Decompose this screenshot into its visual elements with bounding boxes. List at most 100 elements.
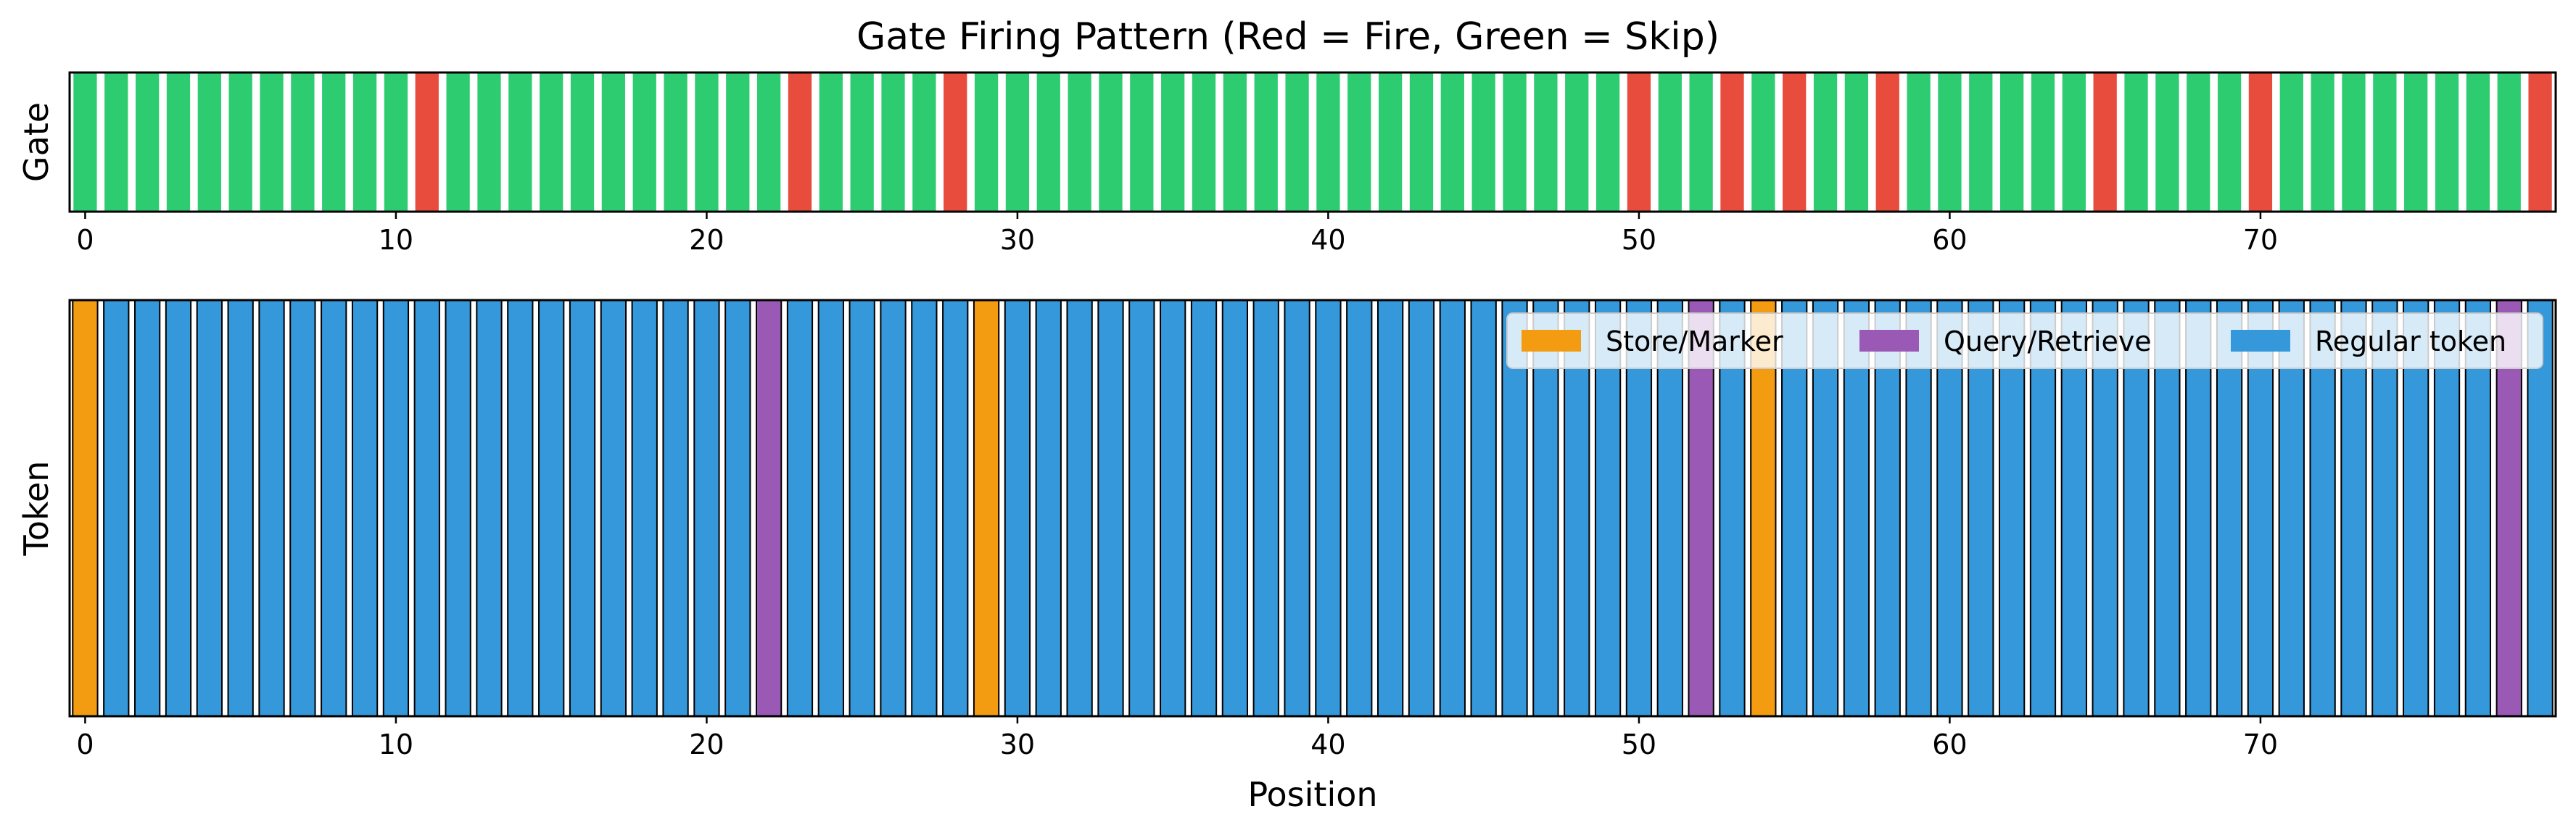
gate-bar-9-skip [351,72,379,212]
gate-bar-51-skip [1656,72,1683,212]
token-bar-24-regular [817,299,844,717]
gate-bar-68-skip [2185,72,2212,212]
gate-bar-61-skip [1968,72,1994,212]
gate-bar-54-skip [1750,72,1777,212]
gate-bar-67-skip [2154,72,2181,212]
gate-x-tick-label: 70 [2243,224,2278,256]
token-bar-21-regular [724,299,751,717]
token-plot-frame [68,299,2557,718]
token-bar-38-regular [1252,299,1279,717]
gate-bar-18-skip [631,72,658,212]
gate-bar-15-skip [538,72,565,212]
gate-bar-52-skip [1688,72,1714,212]
gate-bar-60-skip [1936,72,1963,212]
gate-bar-20-skip [693,72,720,212]
token-bar-1-regular [103,299,130,717]
gate-bar-38-skip [1252,72,1279,212]
token-bar-41-regular [1346,299,1373,717]
gate-bar-27-skip [911,72,938,212]
gate-bar-12-skip [445,72,471,212]
token-bar-36-regular [1190,299,1218,717]
gate-bar-10-skip [382,72,410,212]
gate-bar-17-skip [600,72,627,212]
token-bar-64-regular [2060,299,2087,717]
token-bar-34-regular [1128,299,1155,717]
token-x-label: Position [1247,775,1377,814]
gate-bar-30-skip [1004,72,1031,212]
token-bar-23-regular [786,299,814,717]
token-bar-39-regular [1284,299,1310,717]
token-bar-72-regular [2309,299,2336,717]
token-bar-76-regular [2433,299,2461,717]
gate-x-tick-label: 30 [1000,224,1035,256]
gate-bar-6-skip [258,72,285,212]
token-bar-65-regular [2092,299,2118,717]
gate-bar-78-skip [2496,72,2522,212]
legend-label-query: Query/Retrieve [1944,325,2152,357]
token-bar-9-regular [351,299,379,717]
gate-bar-32-skip [1066,72,1093,212]
token-bar-0-store [72,299,99,717]
token-bar-7-regular [289,299,316,717]
token-bar-17-regular [600,299,627,717]
gate-bar-75-skip [2403,72,2430,212]
gate-x-tick-label: 10 [379,224,413,256]
gate-bar-1-skip [103,72,130,212]
gate-x-tick-label: 20 [689,224,724,256]
gate-bar-57-skip [1843,72,1870,212]
token-x-ticks: 0 10 20 30 40 50 60 70 [76,716,2278,760]
token-bar-31-regular [1035,299,1062,717]
gate-bar-25-skip [849,72,875,212]
legend: Store/Marker Query/Retrieve Regular toke… [1506,312,2543,369]
gate-x-tick-label: 40 [1310,224,1345,256]
gate-bar-31-skip [1035,72,1062,212]
gate-x-tick-label: 50 [1622,224,1656,256]
gate-bar-39-skip [1284,72,1310,212]
token-bar-42-regular [1376,299,1404,717]
token-bar-51-regular [1656,299,1683,717]
token-bar-61-regular [1968,299,1994,717]
gate-bar-26-skip [880,72,907,212]
token-bar-66-regular [2123,299,2150,717]
token-x-tick-label: 40 [1310,729,1345,760]
gate-bar-0-skip [72,72,99,212]
legend-label-regular: Regular token [2315,325,2506,357]
token-bar-67-regular [2154,299,2181,717]
token-bar-5-regular [227,299,254,717]
token-bar-70-regular [2247,299,2274,717]
gate-bar-3-skip [165,72,192,212]
gate-bar-40-skip [1315,72,1342,212]
gate-bar-11-fire [413,72,440,212]
legend-label-store: Store/Marker [1606,325,1783,357]
gate-bar-49-skip [1594,72,1622,212]
gate-x-ticks: 0 10 20 30 40 50 60 70 [76,212,2278,256]
gate-bar-79-fire [2527,72,2554,212]
gate-bar-70-fire [2247,72,2274,212]
token-bar-73-regular [2340,299,2367,717]
token-bar-33-regular [1097,299,1124,717]
gate-bar-50-fire [1625,72,1653,212]
legend-swatch-query [1859,330,1919,352]
gate-x-tick-label: 0 [76,224,94,256]
token-bar-63-regular [2029,299,2057,717]
token-x-tick-label: 70 [2243,729,2278,760]
token-bar-25-regular [849,299,875,717]
gate-bar-65-fire [2092,72,2118,212]
gate-bar-76-skip [2433,72,2461,212]
gate-bar-63-skip [2029,72,2057,212]
token-bar-26-regular [880,299,907,717]
token-x-tick-label: 0 [76,729,94,760]
token-bar-2-regular [133,299,161,717]
gate-bar-43-skip [1408,72,1435,212]
token-bar-6-regular [258,299,285,717]
gate-bar-42-skip [1376,72,1404,212]
token-bar-29-store [973,299,1000,717]
gate-bar-46-skip [1501,72,1528,212]
gate-bar-36-skip [1190,72,1218,212]
gate-bar-14-skip [507,72,534,212]
gate-bar-37-skip [1221,72,1249,212]
gate-bar-21-skip [724,72,751,212]
token-bar-8-regular [321,299,347,717]
